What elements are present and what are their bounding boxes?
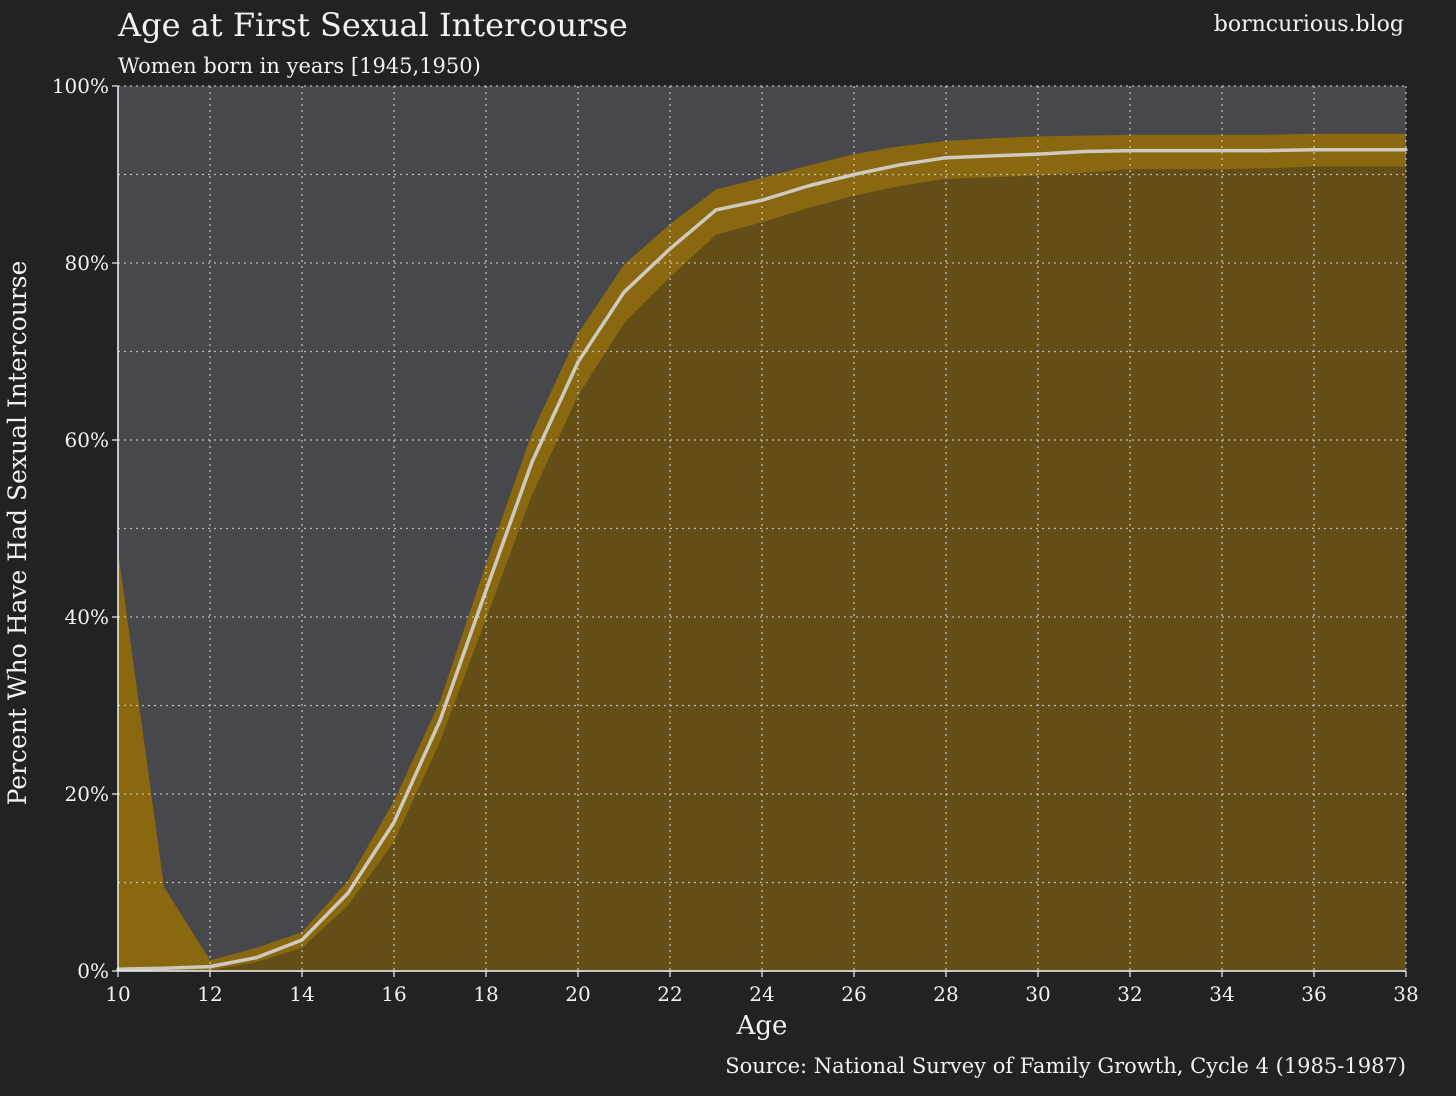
y-tick-label: 0%: [77, 959, 109, 983]
area-fill: [118, 166, 1406, 971]
x-tick-label: 32: [1117, 982, 1142, 1006]
source-note: Source: National Survey of Family Growth…: [725, 1054, 1406, 1078]
line-layer: [116, 147, 1408, 971]
data-point: [760, 198, 764, 202]
data-point: [1082, 149, 1086, 154]
x-tick-label: 34: [1209, 982, 1234, 1006]
data-point: [254, 956, 258, 960]
data-point: [1036, 152, 1040, 156]
x-axis-label: Age: [736, 1011, 788, 1041]
data-point: [852, 172, 856, 177]
x-tick-label: 12: [197, 982, 222, 1006]
y-tick-label: 80%: [65, 251, 109, 275]
data-point: [1404, 148, 1408, 152]
y-axis-label: Percent Who Have Had Sexual Intercourse: [3, 261, 32, 806]
data-point: [438, 718, 442, 723]
watermark: borncurious.blog: [1214, 12, 1404, 37]
data-point: [530, 460, 534, 464]
data-point: [1358, 148, 1362, 152]
data-point: [990, 154, 994, 158]
data-point: [392, 820, 396, 824]
x-tick-label: 26: [841, 982, 866, 1006]
y-tick-label: 60%: [65, 428, 109, 452]
chart-title: Age at First Sexual Intercourse: [117, 6, 628, 44]
axis-layer: 10 12 14 16 18 20 22 24 26 28 30 32 34 36 38 0% 20% 40% 60…: [52, 74, 1419, 1006]
data-point: [576, 360, 580, 364]
data-point: [668, 247, 672, 251]
x-tick-label: 10: [105, 982, 130, 1006]
data-point: [714, 208, 718, 212]
y-tick-label: 100%: [52, 74, 109, 98]
data-point: [806, 184, 810, 188]
data-point: [162, 966, 166, 970]
chart-subtitle: Women born in years [1945,1950): [118, 54, 481, 78]
x-tick-label: 36: [1301, 982, 1326, 1006]
data-point: [484, 588, 488, 593]
data-point: [1312, 148, 1316, 152]
y-tick-label: 20%: [65, 782, 109, 806]
data-point: [898, 163, 902, 167]
x-tick-label: 18: [473, 982, 498, 1006]
x-tick-label: 14: [289, 982, 314, 1006]
data-point: [1266, 149, 1270, 153]
data-point: [1174, 149, 1178, 153]
grid-layer: [118, 85, 1407, 971]
x-tick-label: 16: [381, 982, 406, 1006]
data-point: [1220, 149, 1224, 153]
area-layer: [118, 133, 1406, 972]
data-point: [208, 964, 212, 969]
x-tick-label: 20: [565, 982, 590, 1006]
x-tick-label: 38: [1393, 982, 1418, 1006]
data-point: [346, 891, 350, 895]
data-point: [944, 156, 948, 160]
data-point: [622, 290, 626, 294]
data-point: [1128, 149, 1132, 153]
x-tick-label: 28: [933, 982, 958, 1006]
x-tick-label: 22: [657, 982, 682, 1006]
y-tick-label: 40%: [65, 605, 109, 629]
data-point: [300, 938, 304, 942]
x-tick-label: 30: [1025, 982, 1050, 1006]
x-tick-label: 24: [749, 982, 774, 1006]
